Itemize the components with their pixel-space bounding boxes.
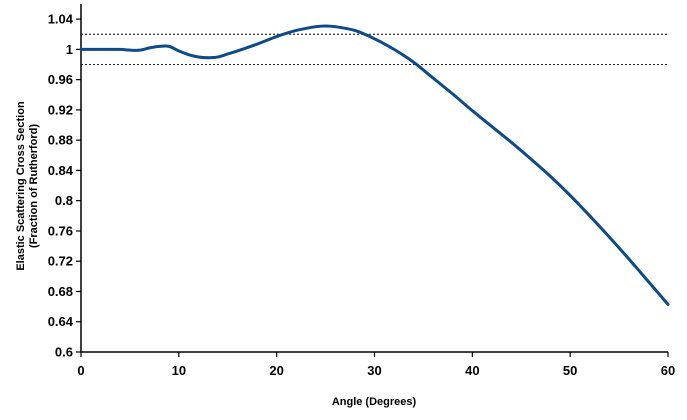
x-tick-label: 10: [172, 363, 186, 378]
x-ticks: 0 10 20 30 40 50 60: [77, 352, 675, 378]
x-tick-label: 40: [465, 363, 479, 378]
y-tick-label: 1.04: [48, 12, 74, 27]
y-tick-label: 0.6: [55, 345, 73, 360]
y-tick-label: 0.64: [48, 314, 74, 329]
x-axis-title: Angle (Degrees): [332, 396, 417, 408]
x-tick-label: 20: [269, 363, 283, 378]
x-tick-label: 50: [563, 363, 577, 378]
y-tick-label: 1: [66, 42, 73, 57]
y-tick-label: 0.96: [48, 72, 73, 87]
y-tick-label: 0.92: [48, 102, 73, 117]
y-tick-label: 0.88: [48, 133, 73, 148]
x-tick-label: 60: [661, 363, 675, 378]
y-axis-title-line-1: Elastic Scattering Cross Section: [15, 101, 27, 271]
y-tick-label: 0.76: [48, 223, 73, 238]
y-tick-label: 0.8: [55, 193, 73, 208]
x-tick-label: 30: [367, 363, 381, 378]
reference-lines: [81, 33, 668, 65]
y-ticks: 0.6 0.64 0.68 0.72 0.76 0.8 0.84 0.88 0.92 0.96 1 1…: [48, 12, 81, 360]
axes: [80, 4, 668, 353]
x-tick-label: 0: [77, 363, 84, 378]
y-tick-label: 0.84: [48, 163, 74, 178]
y-tick-label: 0.72: [48, 254, 73, 269]
series-layer: [79, 24, 670, 306]
y-tick-label: 0.68: [48, 284, 73, 299]
y-axis-title-line-2: (Fraction of Rutherford): [28, 124, 40, 248]
series-line-1: [79, 24, 670, 306]
y-axis-title: Elastic Scattering Cross Section (Fracti…: [15, 101, 40, 271]
